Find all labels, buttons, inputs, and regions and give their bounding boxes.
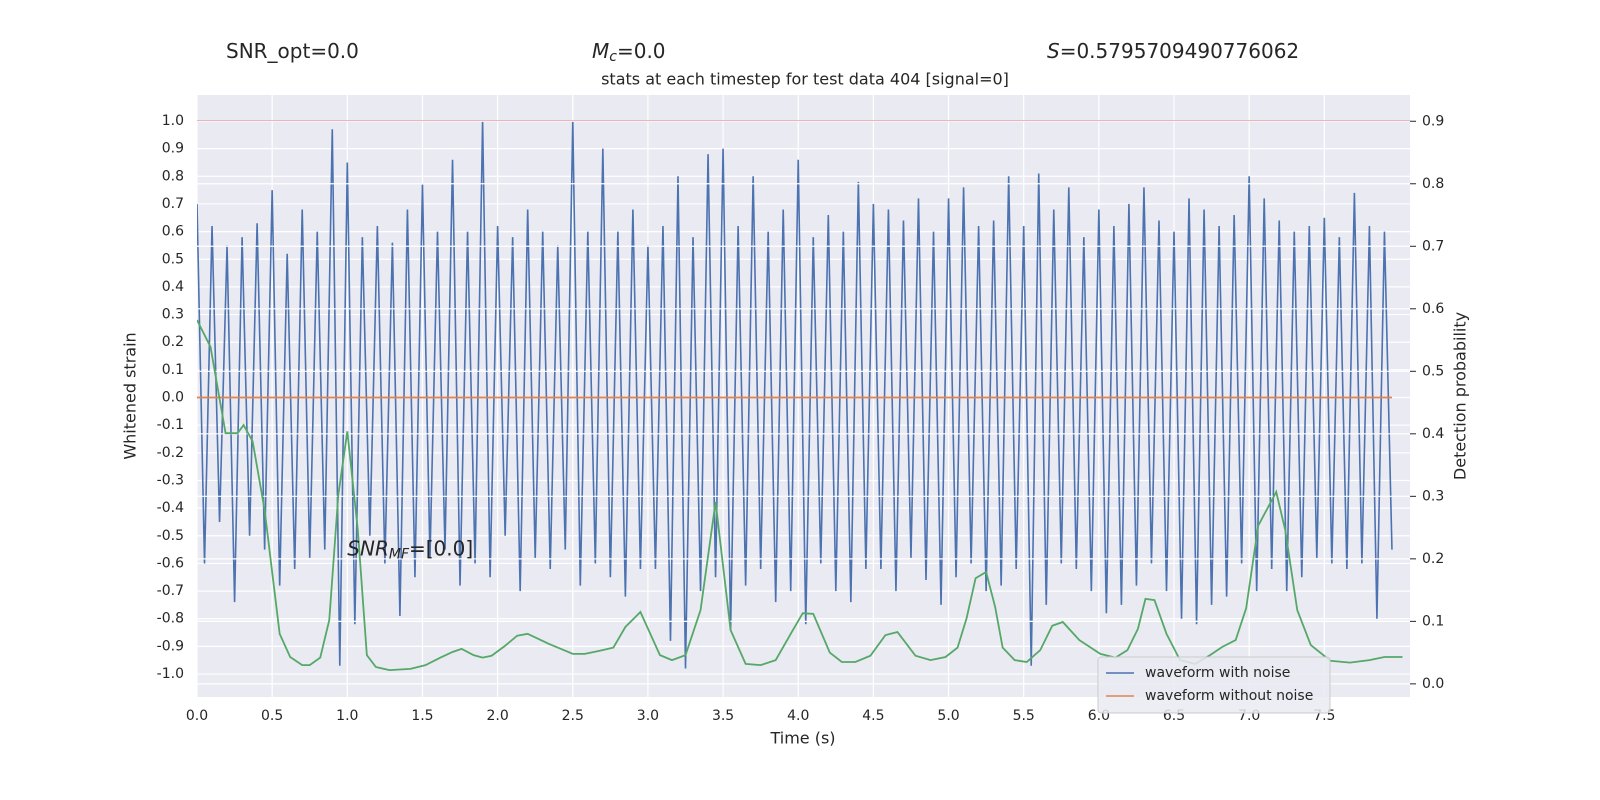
- y2-tick-label: 0.0: [1422, 676, 1444, 692]
- y2-axis-label: Detection probability: [1451, 312, 1470, 480]
- y-tick-label: 0.1: [162, 362, 184, 378]
- y-tick-label: 0.2: [162, 334, 184, 350]
- y2-tick-label: 0.6: [1422, 301, 1444, 317]
- x-tick-label: 0.5: [261, 708, 283, 724]
- y-tick-label: -0.1: [157, 417, 184, 433]
- x-tick-label: 3.0: [637, 708, 659, 724]
- x-tick-label: 1.0: [336, 708, 358, 724]
- y-tick-label: 0.9: [162, 141, 184, 157]
- y-tick-label: 0.6: [162, 224, 184, 240]
- y-tick-label: 0.0: [162, 390, 184, 406]
- header-stat-symbol: S: [1047, 39, 1060, 63]
- header-stat-text: =0.0: [617, 39, 666, 63]
- y2-tick-label: 0.2: [1422, 551, 1444, 567]
- x-tick-label: 5.0: [937, 708, 959, 724]
- x-tick-label: 4.0: [787, 708, 809, 724]
- series-line: [197, 120, 1393, 669]
- y-axis-label: Whitened strain: [121, 332, 140, 459]
- y-tick-label: 0.8: [162, 168, 184, 184]
- annotation-subscript: MF: [389, 547, 410, 563]
- x-tick-label: 2.5: [562, 708, 584, 724]
- header-stat: S=0.5795709490776062: [1047, 39, 1299, 63]
- y-tick-label: 0.3: [162, 307, 184, 323]
- y-tick-label: -0.7: [157, 583, 184, 599]
- y-tick-label: -1.0: [157, 666, 184, 682]
- x-tick-label: 1.5: [411, 708, 433, 724]
- y2-tick-label: 0.7: [1422, 238, 1444, 254]
- y2-tick-label: 0.3: [1422, 488, 1444, 504]
- y-tick-label: -0.3: [157, 472, 184, 488]
- x-tick-label: 0.0: [186, 708, 208, 724]
- series-line: [197, 319, 1403, 672]
- header-stat: Mc=0.0: [592, 39, 666, 66]
- chart-title: stats at each timestep for test data 404…: [601, 70, 1009, 89]
- y2-tick-label: 0.4: [1422, 426, 1444, 442]
- y2-tick-label: 0.9: [1422, 113, 1444, 129]
- legend-box: [1097, 656, 1331, 714]
- y2-tick-label: 0.5: [1422, 363, 1444, 379]
- y-tick-label: 0.5: [162, 251, 184, 267]
- y-tick-label: -0.8: [157, 611, 184, 627]
- legend-label: waveform without noise: [1145, 688, 1313, 704]
- y-tick-label: -0.4: [157, 500, 184, 516]
- y-tick-label: -0.2: [157, 445, 184, 461]
- x-tick-label: 4.5: [862, 708, 884, 724]
- y-tick-label: -0.9: [157, 638, 184, 654]
- y-tick-label: -0.6: [157, 555, 184, 571]
- header-stat-symbol: M: [592, 39, 609, 63]
- x-tick-label: 3.5: [712, 708, 734, 724]
- y2-tick-label: 0.1: [1422, 613, 1444, 629]
- legend-label: waveform with noise: [1145, 665, 1290, 681]
- header-stat-text: =0.5795709490776062: [1060, 39, 1299, 63]
- header-stat: SNR_opt=0.0: [226, 39, 359, 63]
- x-axis-label: Time (s): [769, 729, 835, 748]
- annotation-text: =[0.0]: [409, 536, 473, 560]
- y-tick-label: 1.0: [162, 113, 184, 129]
- y-tick-label: -0.5: [157, 528, 184, 544]
- y-tick-label: 0.7: [162, 196, 184, 212]
- y2-tick-label: 0.8: [1422, 176, 1444, 192]
- y-tick-label: 0.4: [162, 279, 184, 295]
- annotation: SNRMF=[0.0]: [347, 536, 473, 563]
- header-stat-subscript: c: [609, 49, 617, 65]
- plot-area: [197, 95, 1410, 697]
- x-tick-label: 5.5: [1013, 708, 1035, 724]
- header-stat-text: SNR_opt=0.0: [226, 39, 359, 63]
- x-tick-label: 2.0: [486, 708, 508, 724]
- annotation-symbol: SNR: [347, 536, 389, 560]
